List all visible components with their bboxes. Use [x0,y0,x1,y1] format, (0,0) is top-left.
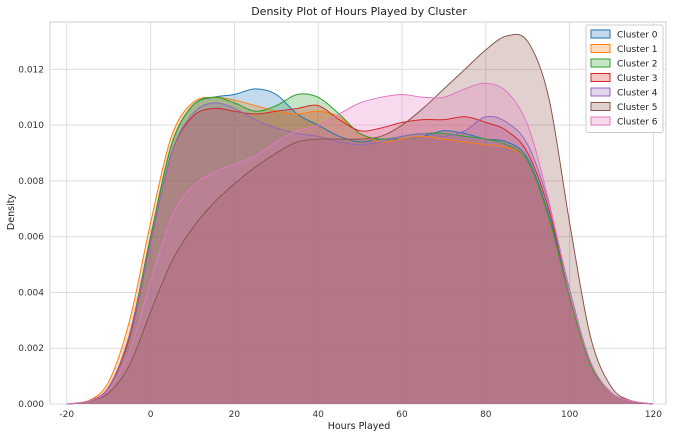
legend-swatch [590,116,611,126]
density-lines [66,33,654,405]
y-tick-label: 0.006 [18,233,44,243]
y-tick-label: 0.012 [18,65,44,75]
density-area-cluster-0 [66,88,654,405]
legend-swatch [590,44,611,53]
y-tick-labels: 0.000 0.002 0.004 0.006 0.008 0.010 0.012 [18,65,44,410]
x-tick-label: 60 [396,410,408,420]
y-tick-label: 0.004 [18,288,44,298]
y-tick-label: 0.010 [18,121,44,131]
density-area-cluster-1 [66,97,654,405]
density-areas [66,34,654,405]
x-tick-label: 80 [480,410,492,420]
x-axis-label: Hours Played [328,421,391,432]
x-tick-label: 0 [148,410,154,420]
legend-swatch [590,29,611,39]
legend-swatch [590,87,611,97]
density-area-cluster-5 [66,34,654,405]
density-area-cluster-3 [66,105,654,404]
legend-label: Cluster 6 [617,118,658,128]
chart-title: Density Plot of Hours Played by Cluster [251,5,467,18]
legend-box [585,24,664,133]
x-tick-label: 100 [561,410,578,420]
y-tick-label: 0.000 [18,400,44,410]
legend-swatch [590,73,611,82]
density-line-cluster-5 [66,33,654,405]
legend-label: Cluster 3 [617,74,658,84]
legend: Cluster 0 Cluster 1 Cluster 2 Cluster 3 Clus… [585,24,664,133]
x-tick-labels: -20 0 20 40 60 80 100 120 [59,410,662,420]
x-tick-label: -20 [59,410,74,420]
x-tick-label: 20 [229,410,241,420]
y-axis-label: Density [6,194,17,230]
legend-label: Cluster 0 [617,31,658,41]
legend-label: Cluster 1 [617,45,658,55]
y-tick-label: 0.002 [18,344,44,354]
legend-label: Cluster 2 [617,60,658,70]
y-tick-label: 0.008 [18,177,44,187]
density-area-cluster-2 [66,93,654,404]
density-area-cluster-4 [66,102,654,404]
legend-label: Cluster 4 [617,89,658,99]
legend-swatch [590,58,611,68]
density-area-cluster-6 [66,83,654,404]
x-tick-label: 40 [312,410,324,420]
density-line-cluster-6 [66,82,654,405]
grid [50,22,666,405]
legend-label: Cluster 5 [617,103,658,113]
density-line-cluster-2 [66,93,654,405]
x-tick-label: 120 [645,410,662,420]
legend-swatch [590,102,611,111]
